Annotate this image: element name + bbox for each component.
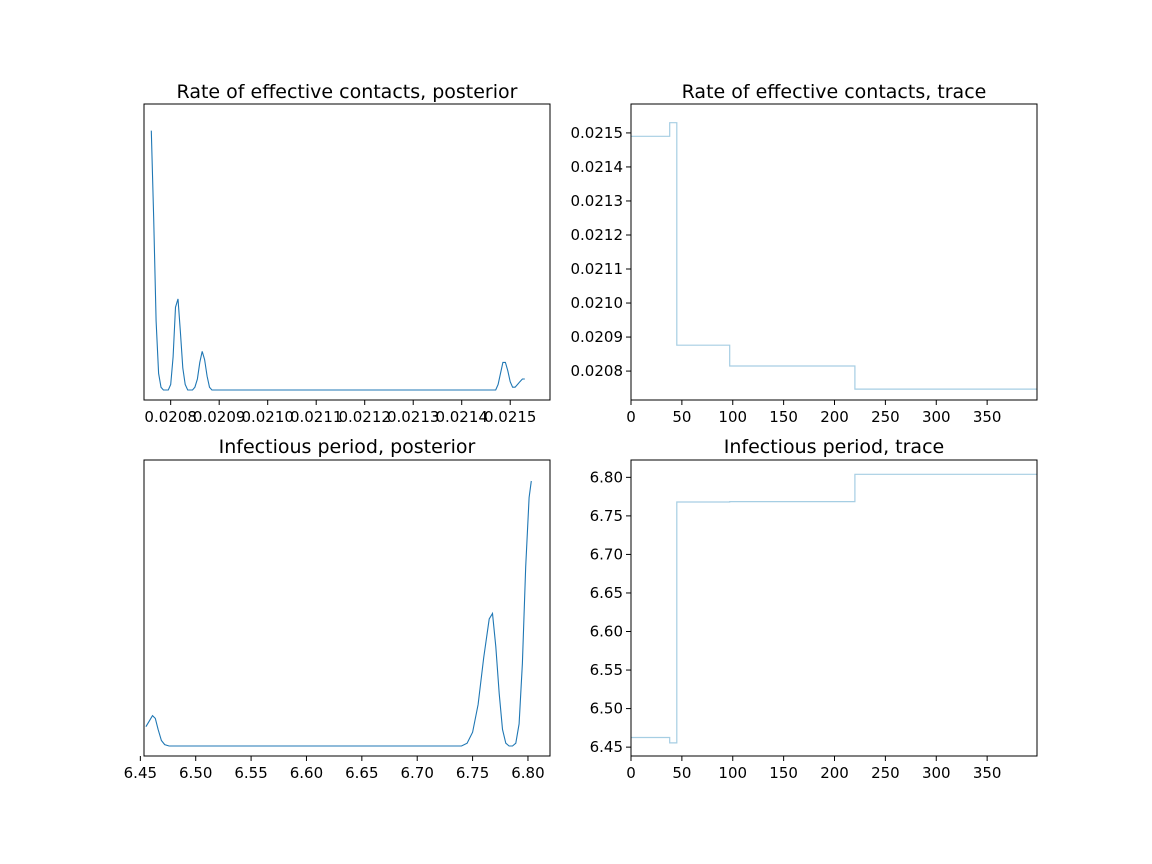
x-tick-label: 250 [871, 764, 900, 782]
y-tick-label: 6.55 [590, 661, 623, 679]
y-tick-label: 0.0208 [571, 362, 624, 380]
x-tick-label: 0.0208 [144, 408, 197, 426]
y-tick-label: 6.65 [590, 584, 623, 602]
panel-infectious-trace: Infectious period, trace 0 50 100 150 200 250… [590, 436, 1038, 782]
y-tick-label: 0.0215 [571, 124, 624, 142]
series-line [631, 122, 1037, 390]
plot-frame [143, 459, 551, 757]
x-tick-label: 0.0215 [484, 408, 537, 426]
x-tick-label: 0.0210 [241, 408, 294, 426]
x-tick-label: 0.0212 [338, 408, 391, 426]
panel-rate-posterior: Rate of effective contacts, posterior 0.… [143, 81, 551, 426]
x-tick-label: 350 [973, 408, 1002, 426]
x-tick-label: 150 [769, 408, 798, 426]
y-tick-label: 0.0209 [571, 328, 624, 346]
plot-frame [630, 459, 1038, 757]
y-tick-label: 0.0210 [571, 294, 624, 312]
x-tick-label: 6.75 [456, 764, 489, 782]
x-tick-label: 350 [973, 764, 1002, 782]
y-tick-label: 6.45 [590, 738, 623, 756]
y-tick-label: 6.60 [590, 623, 623, 641]
y-tick-label: 6.50 [590, 700, 623, 718]
x-tick-label: 0 [626, 764, 636, 782]
series-line [631, 473, 1037, 744]
y-tick-label: 6.70 [590, 545, 623, 563]
x-tick-label: 200 [820, 764, 849, 782]
x-tick-label: 50 [672, 408, 691, 426]
plot-frame [143, 103, 551, 401]
x-tick-label: 0.0209 [193, 408, 246, 426]
panel-title: Rate of effective contacts, trace [682, 81, 987, 103]
y-tick-label: 0.0211 [571, 260, 624, 278]
x-tick-label: 0.0213 [387, 408, 440, 426]
plot-frame [630, 103, 1038, 401]
x-tick-label: 6.45 [124, 764, 157, 782]
x-tick-label: 0.0211 [290, 408, 343, 426]
x-tick-label: 250 [871, 408, 900, 426]
x-tick-label: 6.50 [179, 764, 212, 782]
x-tick-label: 300 [922, 764, 951, 782]
x-tick-label: 200 [820, 408, 849, 426]
series-line [145, 480, 532, 747]
x-tick-label: 6.55 [234, 764, 267, 782]
y-tick-label: 0.0213 [571, 192, 624, 210]
y-tick-label: 6.75 [590, 507, 623, 525]
x-tick-label: 6.65 [345, 764, 378, 782]
panel-infectious-posterior: Infectious period, posterior 6.45 6.50 6.5… [124, 436, 551, 782]
x-tick-label: 300 [922, 408, 951, 426]
x-tick-label: 100 [718, 408, 747, 426]
x-tick-label: 6.70 [401, 764, 434, 782]
x-tick-label: 100 [718, 764, 747, 782]
x-tick-label: 6.80 [511, 764, 544, 782]
x-tick-label: 50 [672, 764, 691, 782]
x-tick-label: 6.60 [290, 764, 323, 782]
x-tick-label: 150 [769, 764, 798, 782]
x-tick-label: 0 [626, 408, 636, 426]
y-tick-label: 0.0212 [571, 226, 624, 244]
panel-title: Rate of effective contacts, posterior [177, 81, 518, 103]
x-tick-label: 0.0214 [435, 408, 488, 426]
panel-title: Infectious period, trace [724, 436, 944, 458]
series-line [150, 130, 525, 391]
y-tick-label: 6.80 [590, 468, 623, 486]
y-tick-label: 0.0214 [571, 158, 624, 176]
panel-rate-trace: Rate of effective contacts, trace 0 50 100… [571, 81, 1038, 426]
panel-title: Infectious period, posterior [219, 436, 476, 458]
